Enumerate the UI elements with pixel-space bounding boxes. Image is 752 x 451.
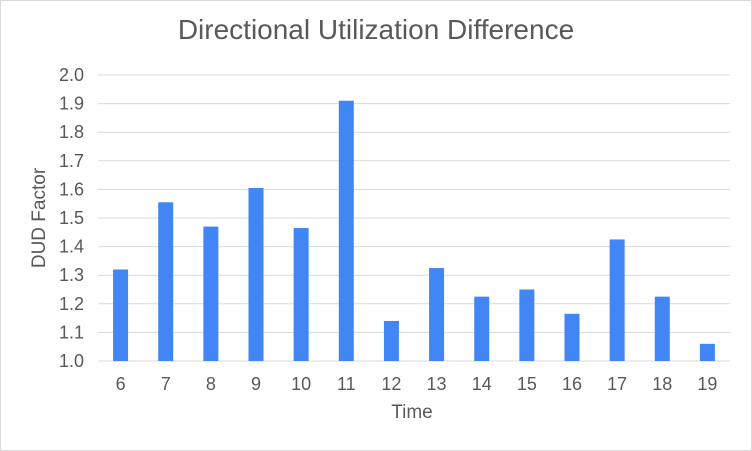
x-tick-label: 13 xyxy=(427,374,447,394)
bar-19 xyxy=(699,343,715,361)
bar-10 xyxy=(293,228,309,361)
bar-15 xyxy=(519,289,535,361)
y-tick-label: 2.0 xyxy=(59,65,84,85)
bar-6 xyxy=(113,269,129,361)
x-tick-label: 17 xyxy=(607,374,627,394)
bars xyxy=(113,100,715,362)
y-tick-label: 1.4 xyxy=(59,237,84,257)
bar-17 xyxy=(609,239,625,361)
x-tick-label: 18 xyxy=(652,374,672,394)
y-tick-label: 1.0 xyxy=(59,351,84,371)
bar-8 xyxy=(203,226,219,361)
x-tick-label: 6 xyxy=(116,374,126,394)
x-tick-label: 7 xyxy=(161,374,171,394)
bar-7 xyxy=(158,202,174,361)
bar-16 xyxy=(564,313,580,361)
bar-18 xyxy=(654,296,670,361)
x-tick-label: 9 xyxy=(251,374,261,394)
y-tick-label: 1.3 xyxy=(59,265,84,285)
y-tick-label: 1.8 xyxy=(59,122,84,142)
bar-13 xyxy=(429,268,445,361)
x-tick-label: 19 xyxy=(697,374,717,394)
y-axis-title: DUD Factor xyxy=(29,167,50,268)
x-tick-labels: 6 7 8 9 10 11 12 13 14 15 16 17 18 19 xyxy=(116,374,718,394)
y-tick-label: 1.1 xyxy=(59,322,84,342)
y-tick-label: 1.7 xyxy=(59,151,84,171)
bar-11 xyxy=(338,100,354,362)
x-tick-label: 16 xyxy=(562,374,582,394)
bar-14 xyxy=(474,296,490,361)
y-tick-label: 1.5 xyxy=(59,208,84,228)
x-tick-label: 11 xyxy=(337,374,356,394)
x-tick-label: 12 xyxy=(381,374,401,394)
bar-12 xyxy=(383,320,399,361)
y-tick-label: 1.6 xyxy=(59,179,84,199)
x-tick-label: 8 xyxy=(206,374,216,394)
x-axis-title: Time xyxy=(391,402,433,423)
chart-title: Directional Utilization Difference xyxy=(177,14,575,45)
x-tick-label: 15 xyxy=(517,374,537,394)
y-tick-label: 1.2 xyxy=(59,294,84,314)
gridlines xyxy=(98,74,730,362)
x-tick-label: 14 xyxy=(472,374,492,394)
y-tick-label: 1.9 xyxy=(59,94,84,114)
x-tick-label: 10 xyxy=(291,374,311,394)
y-tick-labels: 1.0 1.1 1.2 1.3 1.4 1.5 1.6 1.7 1.8 1.9 2.0 xyxy=(59,65,84,371)
bar-9 xyxy=(248,187,264,361)
